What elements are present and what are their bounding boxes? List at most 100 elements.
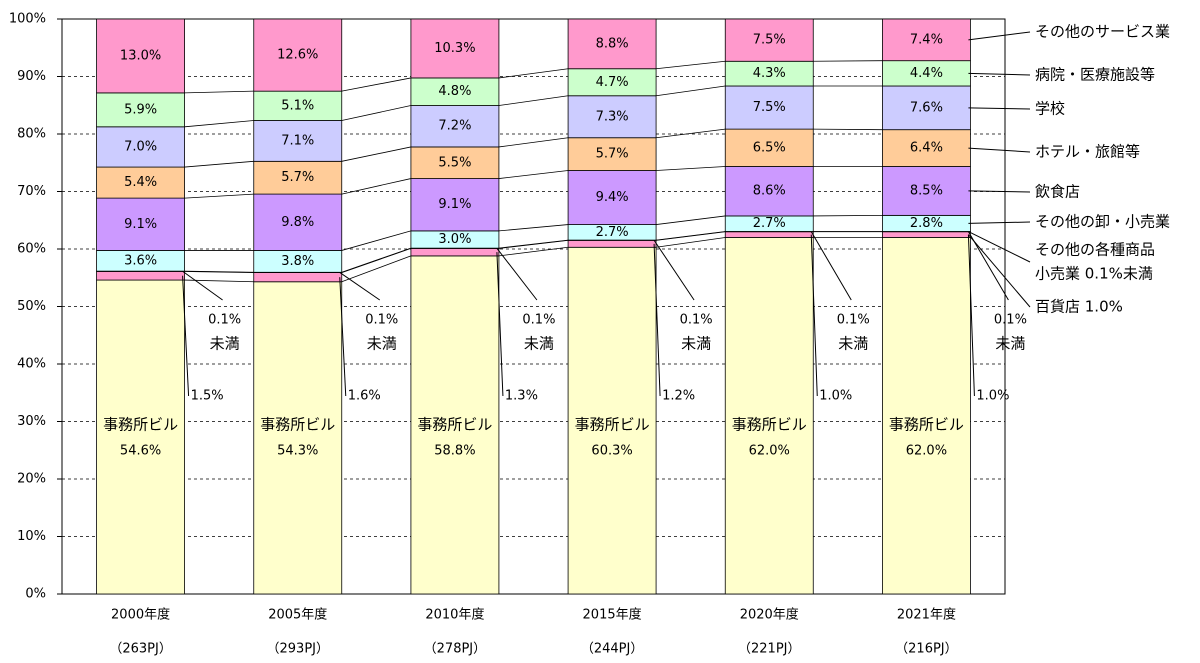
bar-segment (725, 232, 813, 238)
bar-segment (97, 280, 185, 594)
bar-segment (97, 271, 185, 280)
value-label: 0.1% (837, 313, 870, 328)
x-tick-label: 2020年度 (740, 607, 799, 623)
value-label: 未満 (210, 335, 240, 353)
x-tick-note: （263PJ） (109, 642, 172, 657)
value-label: 1.0% (976, 389, 1009, 404)
value-label: 4.3% (753, 66, 786, 81)
value-label: 1.5% (191, 389, 224, 404)
bar-segment (254, 282, 342, 594)
value-label: 3.6% (124, 253, 157, 268)
value-label: 0.1% (994, 313, 1027, 328)
value-label: 8.8% (596, 36, 629, 51)
value-label: 62.0% (749, 444, 790, 459)
bar-segment (882, 232, 970, 238)
y-tick-label: 60% (17, 242, 46, 257)
value-label: 1.3% (505, 389, 538, 404)
value-label: 60.3% (591, 444, 632, 459)
y-tick-label: 20% (17, 472, 46, 487)
y-tick-label: 0% (25, 587, 46, 602)
value-label: 0.1% (208, 313, 241, 328)
x-tick-label: 2021年度 (897, 607, 956, 623)
value-label: 4.8% (438, 84, 471, 99)
value-label: 6.5% (753, 140, 786, 155)
value-label: 1.2% (662, 389, 695, 404)
legend-label: 小売業 0.1%未満 (1035, 265, 1153, 283)
value-label: 9.4% (596, 190, 629, 205)
y-tick-label: 70% (17, 184, 46, 199)
value-label: 7.4% (910, 32, 943, 47)
x-tick-label: 2005年度 (268, 607, 327, 623)
value-label: 7.2% (438, 119, 471, 134)
value-label: 未満 (524, 335, 554, 353)
legend-label: その他のサービス業 (1035, 23, 1170, 41)
value-label: 9.1% (438, 197, 471, 212)
y-tick-label: 80% (17, 127, 46, 142)
y-tick-label: 90% (17, 69, 46, 84)
value-label: 未満 (367, 335, 397, 353)
legend-label: その他の卸・小売業 (1035, 213, 1170, 231)
value-label: 2.8% (910, 216, 943, 231)
segment-name: 事務所ビル (889, 416, 964, 434)
x-tick-label: 2015年度 (583, 607, 642, 623)
value-label: 9.8% (281, 215, 314, 230)
value-label: 5.7% (596, 147, 629, 162)
value-label: 未満 (838, 335, 868, 353)
bar-segment (411, 248, 499, 255)
value-label: 5.1% (281, 98, 314, 113)
value-label: 8.6% (753, 184, 786, 199)
value-label: 3.0% (438, 232, 471, 247)
x-tick-note: （244PJ） (581, 642, 644, 657)
value-label: 4.7% (596, 75, 629, 90)
y-tick-label: 40% (17, 357, 46, 372)
legend-label: 百貨店 1.0% (1035, 298, 1123, 316)
value-label: 4.4% (910, 66, 943, 81)
value-label: 9.1% (124, 217, 157, 232)
value-label: 10.3% (434, 41, 475, 56)
bar-segment (254, 273, 342, 282)
value-label: 54.3% (277, 444, 318, 459)
value-label: 1.6% (348, 389, 381, 404)
value-label: 7.3% (596, 109, 629, 124)
legend-label: ホテル・旅館等 (1035, 143, 1140, 161)
value-label: 0.1% (522, 313, 555, 328)
segment-name: 事務所ビル (575, 416, 650, 434)
value-label: 7.0% (124, 139, 157, 154)
value-label: 0.1% (365, 313, 398, 328)
value-label: 3.8% (281, 254, 314, 269)
value-label: 7.5% (753, 100, 786, 115)
x-tick-label: 2000年度 (111, 607, 170, 623)
value-label: 8.5% (910, 183, 943, 198)
x-tick-note: （278PJ） (424, 642, 487, 657)
legend-label: 飲食店 (1035, 183, 1080, 201)
segment-name: 事務所ビル (732, 416, 807, 434)
segment-name: 事務所ビル (103, 416, 178, 434)
legend-label: その他の各種商品 (1035, 241, 1155, 259)
value-label: 5.9% (124, 102, 157, 117)
y-tick-label: 100% (9, 12, 46, 27)
value-label: 62.0% (906, 444, 947, 459)
segment-name: 事務所ビル (417, 416, 492, 434)
value-label: 未満 (681, 335, 711, 353)
x-tick-note: （216PJ） (895, 642, 958, 657)
y-tick-label: 30% (17, 414, 46, 429)
value-label: 7.6% (910, 100, 943, 115)
legend-label: 病院・医療施設等 (1035, 66, 1155, 84)
value-label: 0.1% (680, 313, 713, 328)
x-tick-note: （293PJ） (267, 642, 330, 657)
value-label: 13.0% (120, 48, 161, 63)
y-tick-label: 50% (17, 299, 46, 314)
value-label: 54.6% (120, 444, 161, 459)
value-label: 12.6% (277, 48, 318, 63)
y-tick-label: 10% (17, 529, 46, 544)
bar-segment (568, 240, 656, 247)
segment-name: 事務所ビル (260, 416, 335, 434)
value-label: 未満 (995, 335, 1025, 353)
value-label: 58.8% (434, 444, 475, 459)
plot-area (62, 19, 1005, 594)
value-label: 2.7% (753, 216, 786, 231)
value-label: 5.4% (124, 175, 157, 190)
value-label: 5.7% (281, 170, 314, 185)
